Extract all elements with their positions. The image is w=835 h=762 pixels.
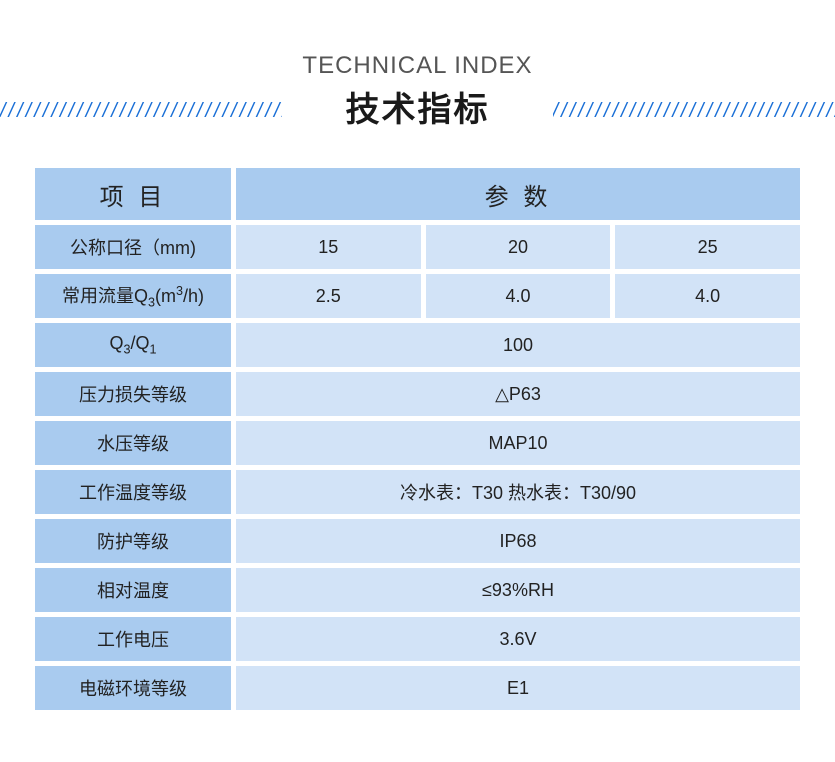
title-chinese: 技术指标 [302, 82, 532, 131]
row-label: 水压等级 [35, 421, 231, 465]
table-row: 公称口径（mm)152025 [35, 225, 800, 269]
spec-table: 项 目 参 数 公称口径（mm)152025常用流量Q3(m3/h)2.54.0… [30, 163, 805, 715]
table-row: 常用流量Q3(m3/h)2.54.04.0 [35, 274, 800, 318]
row-value: ≤93%RH [236, 568, 800, 612]
page-header: ////////////////////////////////////////… [0, 0, 835, 139]
row-value: E1 [236, 666, 800, 710]
table-row: Q3/Q1100 [35, 323, 800, 367]
row-label: 工作电压 [35, 617, 231, 661]
row-value: 4.0 [615, 274, 800, 318]
row-label: 电磁环境等级 [35, 666, 231, 710]
row-label: 相对温度 [35, 568, 231, 612]
table-row: 防护等级IP68 [35, 519, 800, 563]
row-label: 公称口径（mm) [35, 225, 231, 269]
table-row: 压力损失等级△P63 [35, 372, 800, 416]
row-value: 25 [615, 225, 800, 269]
table-header-row: 项 目 参 数 [35, 168, 800, 220]
row-value: IP68 [236, 519, 800, 563]
table-row: 工作温度等级冷水表：T30 热水表：T30/90 [35, 470, 800, 514]
table-row: 工作电压3.6V [35, 617, 800, 661]
row-label: 防护等级 [35, 519, 231, 563]
divider-right: ////////////////////////////////////////… [553, 101, 835, 121]
row-value: MAP10 [236, 421, 800, 465]
spec-table-container: 项 目 参 数 公称口径（mm)152025常用流量Q3(m3/h)2.54.0… [0, 139, 835, 715]
table-row: 相对温度≤93%RH [35, 568, 800, 612]
row-label: 常用流量Q3(m3/h) [35, 274, 231, 318]
row-value: 100 [236, 323, 800, 367]
row-value: 2.5 [236, 274, 421, 318]
row-label: 工作温度等级 [35, 470, 231, 514]
table-row: 水压等级MAP10 [35, 421, 800, 465]
row-value: 4.0 [426, 274, 611, 318]
row-value: △P63 [236, 372, 800, 416]
row-value: 冷水表：T30 热水表：T30/90 [236, 470, 800, 514]
row-value: 3.6V [236, 617, 800, 661]
row-value: 15 [236, 225, 421, 269]
table-row: 电磁环境等级E1 [35, 666, 800, 710]
header-param: 参 数 [236, 168, 800, 220]
title-english: TECHNICAL INDEX [302, 52, 532, 80]
title-block: TECHNICAL INDEX 技术指标 [282, 52, 552, 131]
header-item: 项 目 [35, 168, 231, 220]
divider-left: ////////////////////////////////////////… [0, 101, 282, 121]
row-label: 压力损失等级 [35, 372, 231, 416]
row-label: Q3/Q1 [35, 323, 231, 367]
row-value: 20 [426, 225, 611, 269]
